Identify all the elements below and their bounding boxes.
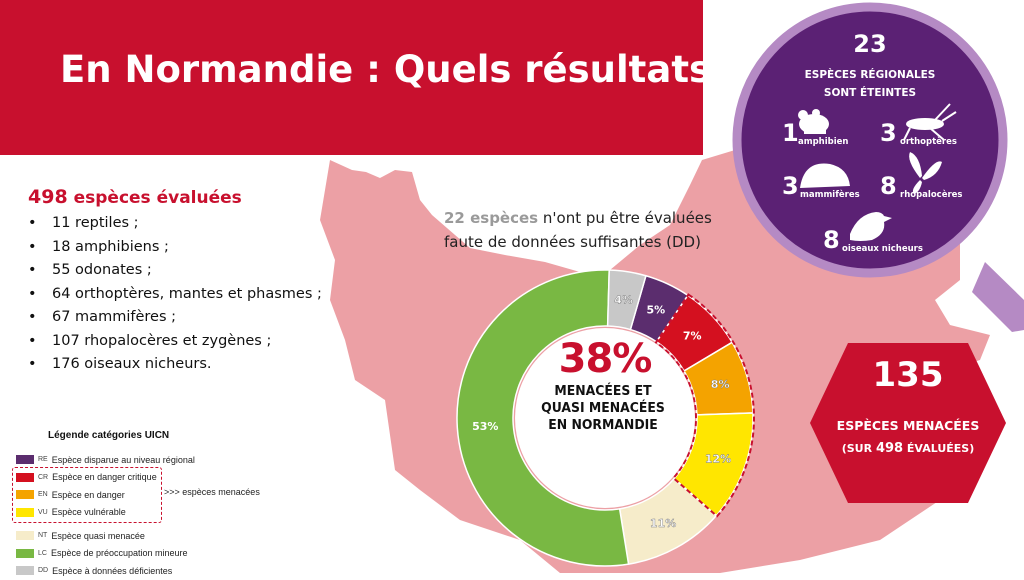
legend-item: EN Espèce en danger <box>12 486 312 504</box>
center-line-1: MENACÉES ET <box>554 383 652 399</box>
extinct-line-2: SONT ÉTEINTES <box>824 86 916 99</box>
species-list: • 11 reptiles ; • 18 amphibiens ; • 55 odon… <box>28 212 358 377</box>
threatened-outline <box>654 293 755 518</box>
center-caption: MENACÉES ET QUASI MENACÉES EN NORMANDIE <box>534 383 672 434</box>
extinct-label-mammals: mammifères <box>800 189 860 200</box>
threatened-line-1: ESPÈCES MENACÉES <box>837 418 980 433</box>
threat-legend-box <box>12 467 162 523</box>
extinct-num-mammals: 3 <box>782 172 799 200</box>
center-line-2: QUASI MENACÉES <box>541 400 665 416</box>
extinct-num-birds: 8 <box>823 226 840 254</box>
list-item: • 64 orthoptères, mantes et phasmes ; <box>28 285 322 302</box>
donut-label-nt: 11% <box>650 517 676 530</box>
extinct-line-1: ESPÈCES RÉGIONALES <box>805 68 936 81</box>
list-item: • 176 oiseaux nicheurs. <box>28 356 212 372</box>
center-percent: 38% <box>558 336 653 382</box>
center-line-3: EN NORMANDIE <box>548 417 658 433</box>
threatened-species-badge: 135 ESPÈCES MENACÉES (SUR 498 ÉVALUÉES) <box>810 343 1006 503</box>
donut-center <box>515 328 695 508</box>
legend-swatch <box>16 507 34 517</box>
data-deficient-note: 22 espèces n'ont pu être évaluées faute … <box>444 206 734 254</box>
list-item: • 107 rhopalocères et zygènes ; <box>28 332 272 349</box>
extinct-num-amphibian: 1 <box>782 119 799 147</box>
frog-icon <box>798 109 829 134</box>
list-item: • 11 reptiles ; <box>28 215 139 231</box>
extinct-num-butterflies: 8 <box>880 172 897 200</box>
list-item: • 55 odonates ; <box>28 262 152 278</box>
bird-icon <box>850 212 892 241</box>
magnifier-handle <box>972 262 1024 332</box>
donut-label-dd: 4% <box>614 293 633 306</box>
legend-item: DD Espèce à données déficientes <box>12 562 312 580</box>
threatened-line-2: (SUR 498 ÉVALUÉES) <box>842 441 975 456</box>
legend-swatch <box>16 472 34 482</box>
extinct-label-butterflies: rhopalocères <box>900 189 962 200</box>
dd-count: 22 espèces <box>444 209 539 227</box>
legend-swatch <box>16 455 34 465</box>
extinct-label-orthoptera: orthoptères <box>900 136 957 147</box>
legend-swatch <box>16 490 34 500</box>
iucn-donut-chart: 5% 7% 8% 12% 11% 53% 4% <box>456 269 755 567</box>
extinct-label-amphibian: amphibien <box>798 137 848 147</box>
legend-item: LC Espèce de préoccupation mineure <box>12 545 312 563</box>
donut-label-en: 8% <box>711 378 730 391</box>
extinct-count: 23 <box>853 30 886 58</box>
donut-slice-lc <box>456 269 630 567</box>
threatened-count: 135 <box>873 355 944 395</box>
evaluated-species-block: 498 espèces évaluées • 11 reptiles ; • 18 … <box>28 186 358 377</box>
butterfly-icon <box>909 152 942 194</box>
legend-swatch <box>16 548 34 558</box>
dd-text-1: n'ont pu être évaluées <box>542 209 712 227</box>
legend-item: VU Espèce vulnérable <box>12 504 312 522</box>
donut-label-vu: 12% <box>705 452 731 465</box>
hedgehog-icon <box>800 163 850 188</box>
donut-slice-dd <box>606 269 647 331</box>
legend-swatch <box>16 566 34 576</box>
extinct-label-birds: oiseaux nicheurs <box>842 244 923 254</box>
extinct-species-badge: 23 ESPÈCES RÉGIONALES SONT ÉTEINTES 1 am… <box>732 2 1008 278</box>
donut-label-re: 5% <box>646 303 665 316</box>
evaluated-heading: 498 espèces évaluées <box>28 186 358 208</box>
evaluated-label: espèces évaluées <box>73 188 242 208</box>
legend-item: RE Espèce disparue au niveau régional <box>12 451 312 469</box>
dd-text-2: faute de données suffisantes (DD) <box>444 233 701 251</box>
donut-label-lc: 53% <box>472 420 498 433</box>
legend: Légende catégories UICN RE Espèce disparu… <box>12 430 312 580</box>
threat-note: >>> espèces menacées <box>164 487 260 497</box>
grasshopper-icon <box>903 103 957 141</box>
title-banner <box>0 0 703 155</box>
legend-item: CR Espèce en danger critique <box>12 469 312 487</box>
legend-item: NT Espèce quasi menacée <box>12 527 312 545</box>
page-title: En Normandie : Quels résultats ? <box>60 48 746 91</box>
list-item: • 18 amphibiens ; <box>28 238 169 255</box>
legend-swatch <box>16 531 34 541</box>
legend-title: Légende catégories UICN <box>48 430 170 441</box>
evaluated-count: 498 <box>28 186 68 208</box>
extinct-num-orthoptera: 3 <box>880 119 897 147</box>
list-item: • 67 mammifères ; <box>28 309 176 325</box>
donut-label-cr: 7% <box>683 330 702 343</box>
